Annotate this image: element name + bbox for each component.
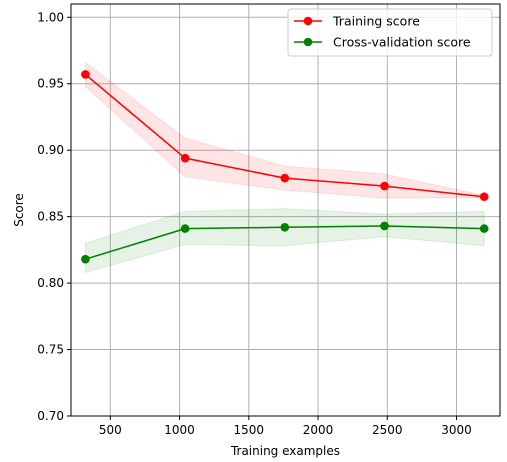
legend-entry-training: Training score (294, 14, 420, 29)
x-tick-label: 1000 (164, 423, 195, 437)
y-tick-label: 0.75 (37, 343, 64, 357)
y-axis-ticks: 0.70 0.75 0.80 0.85 0.90 0.95 1.00 (37, 10, 71, 423)
data-point (180, 153, 190, 163)
y-tick-label: 0.70 (37, 409, 64, 423)
x-tick-label: 3000 (441, 423, 472, 437)
grid (71, 4, 500, 417)
x-axis-ticks: 500 1000 1500 2000 2500 3000 (99, 416, 472, 437)
legend: Training score Cross-validation score (287, 8, 493, 57)
x-tick-label: 1500 (234, 423, 265, 437)
x-tick-label: 2000 (303, 423, 334, 437)
data-point (479, 192, 489, 202)
legend-entry-cross-validation: Cross-validation score (294, 35, 471, 50)
data-point (280, 222, 290, 232)
legend-box (287, 8, 493, 57)
y-tick-label: 0.85 (37, 210, 64, 224)
data-point (380, 221, 389, 231)
series-points (81, 70, 489, 264)
legend-swatch-marker (303, 37, 313, 47)
y-tick-label: 0.80 (37, 276, 64, 290)
data-point (479, 224, 489, 233)
legend-swatch-marker (303, 16, 313, 26)
data-point (81, 254, 90, 264)
data-point (180, 224, 190, 233)
legend-label: Training score (332, 14, 420, 29)
plot-frame (70, 3, 501, 417)
data-point (380, 181, 389, 191)
legend-label: Cross-validation score (333, 35, 471, 50)
data-point (280, 173, 290, 183)
y-tick-label: 0.95 (37, 77, 64, 91)
y-tick-label: 1.00 (37, 10, 64, 24)
y-axis-label: Score (12, 193, 26, 227)
y-tick-label: 0.90 (37, 143, 64, 157)
x-tick-label: 2500 (372, 423, 403, 437)
data-point (81, 70, 90, 79)
x-axis-label: Training examples (230, 444, 340, 458)
x-tick-label: 500 (99, 423, 122, 437)
